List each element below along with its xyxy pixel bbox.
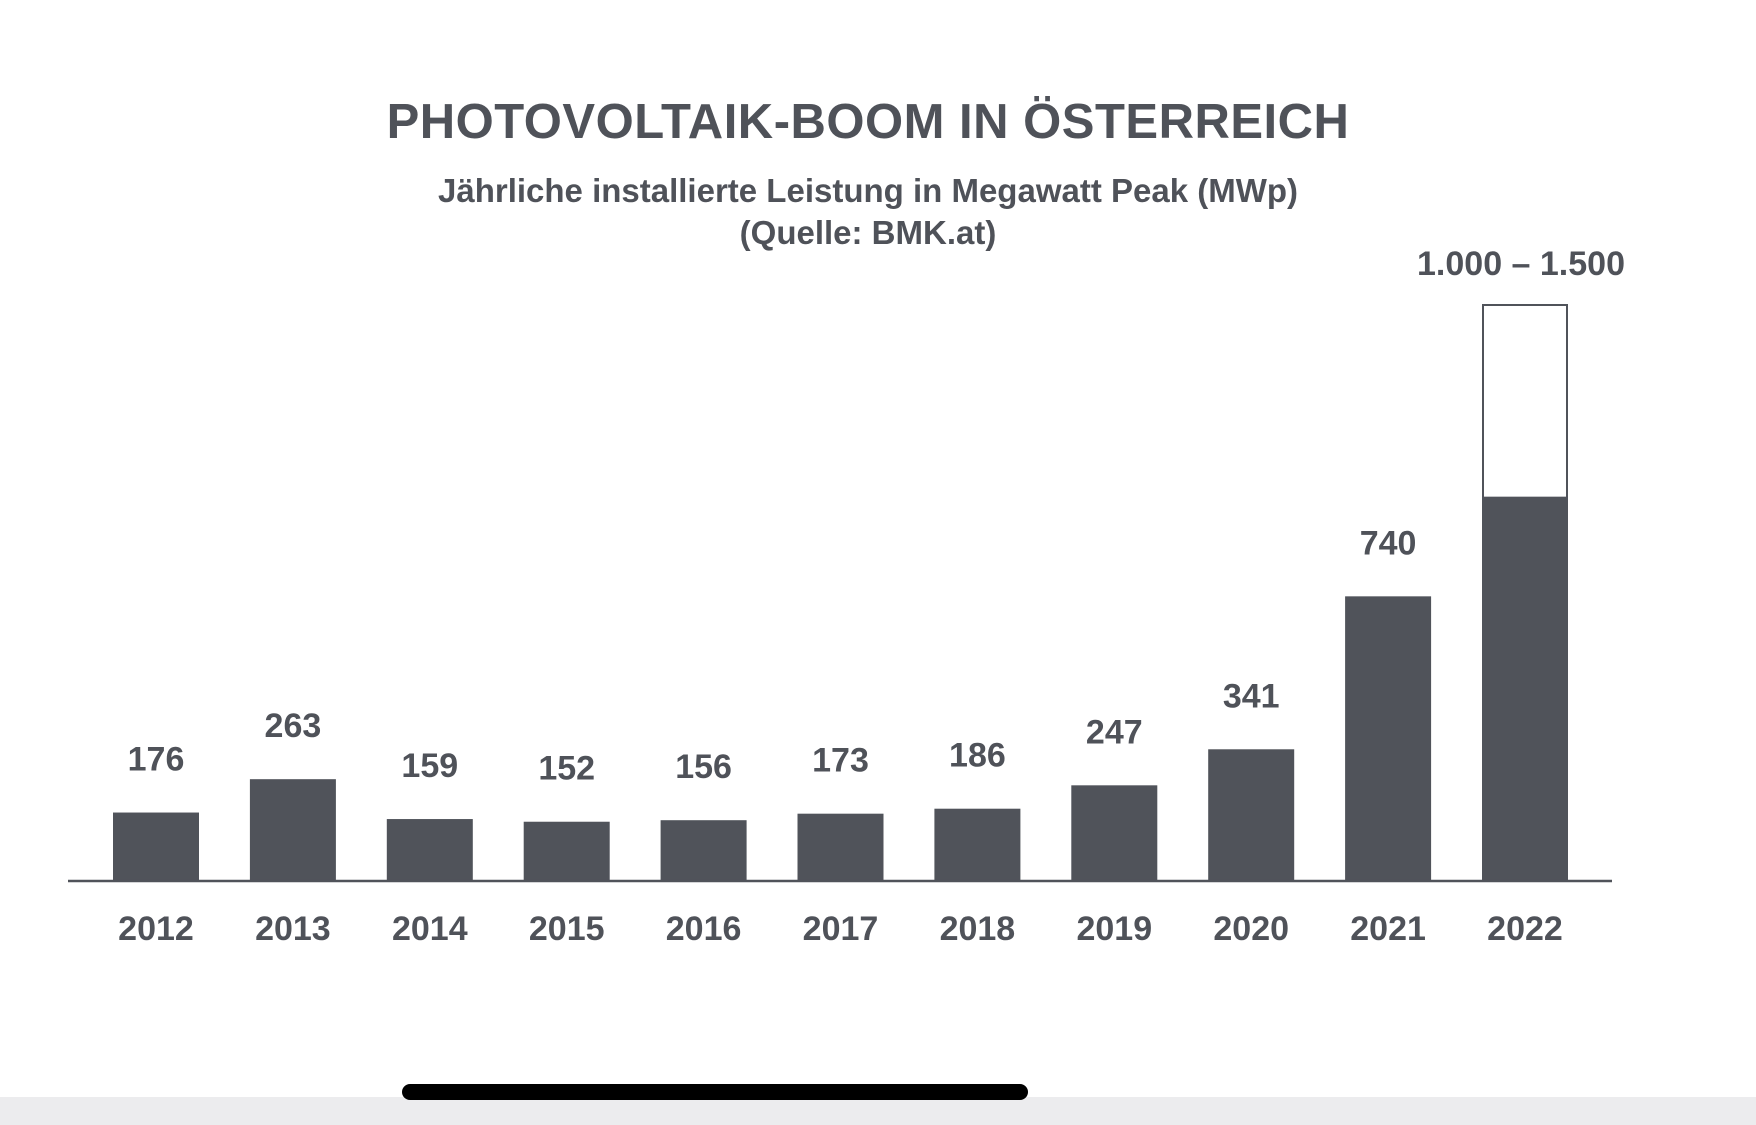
x-tick-label-2019: 2019 — [1076, 910, 1152, 948]
bar-2021 — [1345, 596, 1432, 880]
bar-2013 — [249, 779, 336, 880]
bottom-strip — [0, 1097, 1756, 1125]
x-tick-label-2022: 2022 — [1487, 910, 1563, 948]
value-labels-group: 176 263 159 152 156 173 186 247 341 740 1.000 – 1.… — [128, 245, 1625, 788]
chart-subtitle-line: Jährliche installierte Leistung in Megaw… — [438, 172, 1298, 209]
bar-2019 — [1071, 785, 1158, 880]
x-tick-label-2016: 2016 — [666, 910, 742, 948]
value-label-2019: 247 — [1086, 713, 1143, 751]
x-tick-label-2012: 2012 — [118, 910, 194, 948]
bar-2012 — [113, 812, 199, 880]
x-tick-label-2018: 2018 — [940, 910, 1016, 948]
x-tick-label-2014: 2014 — [392, 910, 468, 948]
x-tick-label-2021: 2021 — [1350, 910, 1426, 948]
x-tick-label-2020: 2020 — [1213, 910, 1289, 948]
value-label-2016: 156 — [675, 748, 732, 786]
bar-2018 — [934, 808, 1021, 880]
chart-title: PHOTOVOLTAIK-BOOM IN ÖSTERREICH — [386, 95, 1350, 149]
value-label-2021: 740 — [1360, 524, 1417, 562]
bar-2020 — [1208, 749, 1295, 880]
bar-2015 — [523, 821, 610, 880]
bars-group — [113, 304, 1568, 881]
x-tick-label-2015: 2015 — [529, 910, 605, 948]
x-tick-label-2013: 2013 — [255, 910, 331, 948]
bar-2016 — [660, 820, 747, 880]
value-label-2013: 263 — [265, 707, 322, 745]
value-label-2015: 152 — [538, 750, 595, 788]
value-label-2017: 173 — [812, 742, 869, 780]
x-tick-labels-group: 2012 2013 2014 2015 2016 2017 2018 2019 2020 2021… — [118, 910, 1563, 948]
value-label-2018: 186 — [949, 737, 1006, 775]
chart-subtitle: Jährliche installierte Leistung in Megaw… — [0, 170, 1736, 254]
value-label-2012: 176 — [128, 741, 185, 779]
bar-2014 — [386, 819, 473, 880]
bar-2022 — [1482, 496, 1568, 880]
value-label-2014: 159 — [401, 747, 458, 785]
bar-2017 — [797, 813, 884, 880]
chart-source-line: (Quelle: BMK.at) — [739, 214, 997, 251]
home-indicator[interactable] — [402, 1084, 1028, 1100]
value-label-2022: 1.000 – 1.500 — [1417, 245, 1625, 283]
value-label-2020: 341 — [1223, 677, 1280, 715]
x-tick-label-2017: 2017 — [803, 910, 879, 948]
